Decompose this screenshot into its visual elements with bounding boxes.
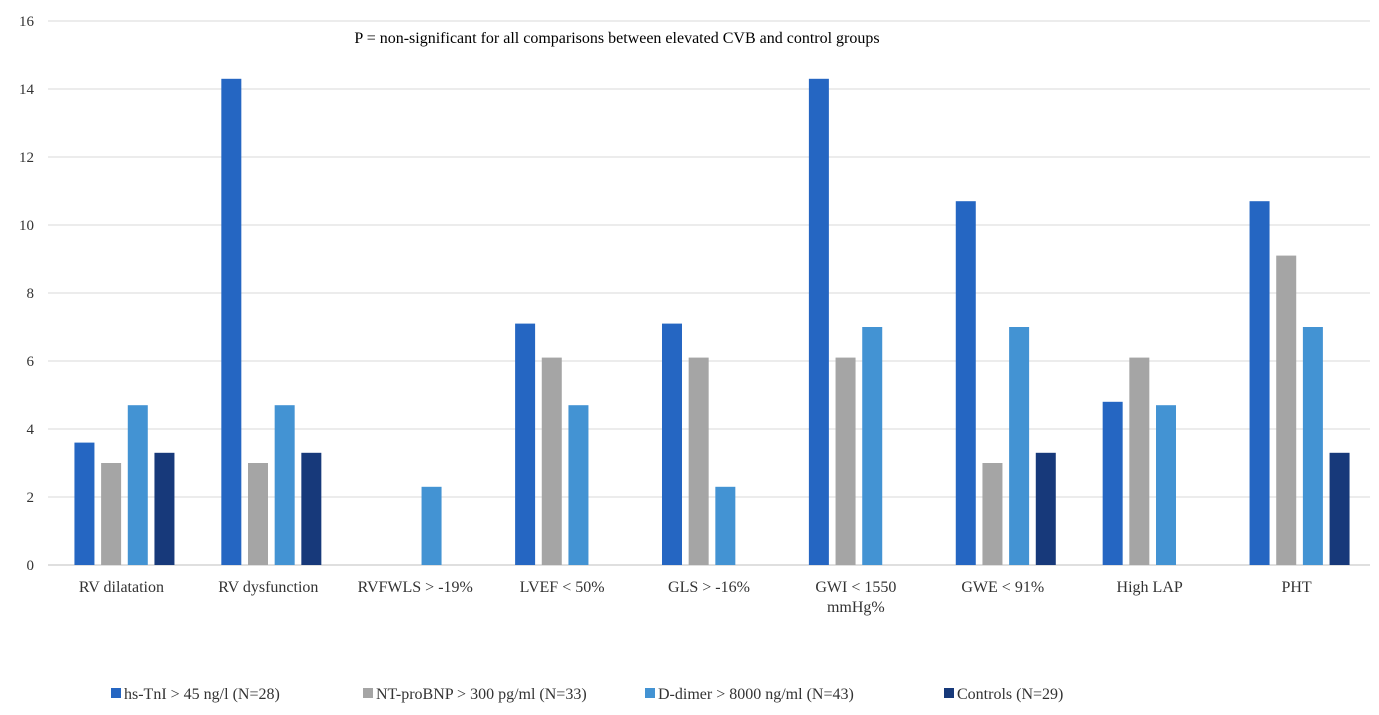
legend-swatch [944, 688, 954, 698]
category-label-line: RV dysfunction [218, 579, 318, 596]
y-axis-ticks: 0 2 4 6 8 10 12 14 16 [19, 14, 35, 574]
bar [541, 357, 562, 565]
category-label: GLS > -16% [668, 579, 750, 596]
category-label: GWI < 1550 mmHg% [815, 579, 896, 616]
category-label: LVEF < 50% [520, 579, 605, 596]
legend: hs-TnI > 45 ng/l (N=28) NT-proBNP > 300 p… [111, 686, 1063, 703]
y-tick-label: 4 [27, 422, 35, 438]
bar [1129, 357, 1150, 565]
bar [221, 78, 242, 566]
bar [101, 463, 122, 565]
y-tick-label: 0 [27, 558, 35, 574]
bar [982, 463, 1003, 565]
category-label-line: GWI < 1550 [815, 579, 896, 596]
y-tick-label: 12 [19, 150, 34, 166]
bar [715, 486, 736, 565]
y-tick-label: 8 [27, 286, 35, 302]
bar [127, 405, 148, 565]
y-tick-label: 10 [19, 218, 34, 234]
bar [835, 357, 856, 565]
bar [247, 463, 268, 565]
bar [1035, 452, 1056, 565]
x-axis-labels: RV dilatation RV dysfunction RVFWLS > -19%… [79, 579, 1312, 616]
bar [1302, 327, 1323, 565]
bar [421, 486, 442, 565]
category-label: RVFWLS > -19% [358, 579, 473, 596]
y-tick-label: 6 [27, 354, 35, 370]
bar [274, 405, 295, 565]
legend-label: NT-proBNP > 300 pg/ml (N=33) [376, 686, 587, 703]
bar [955, 201, 976, 565]
category-label: High LAP [1117, 579, 1183, 596]
y-tick-label: 14 [19, 82, 35, 98]
category-label-line: RV dilatation [79, 579, 164, 596]
y-tick-label: 2 [27, 490, 35, 506]
bar [862, 327, 883, 565]
category-label-line: RVFWLS > -19% [358, 579, 473, 596]
legend-swatch [111, 688, 121, 698]
bar [568, 405, 589, 565]
legend-label: Controls (N=29) [957, 686, 1063, 703]
bar [154, 452, 175, 565]
bar [1102, 401, 1123, 565]
y-tick-label: 16 [19, 14, 35, 30]
category-label-line: High LAP [1117, 579, 1183, 596]
category-label-line: PHT [1281, 579, 1311, 596]
bar [74, 442, 95, 565]
category-label: RV dilatation [79, 579, 164, 596]
bar [1249, 201, 1270, 565]
bar [1156, 405, 1177, 565]
legend-swatch [363, 688, 373, 698]
bar [301, 452, 322, 565]
category-label: PHT [1281, 579, 1311, 596]
bar [1329, 452, 1350, 565]
gridlines [48, 20, 1370, 566]
bar [808, 78, 829, 566]
bar [688, 357, 709, 565]
bars [74, 78, 1350, 566]
legend-label: D-dimer > 8000 ng/ml (N=43) [658, 686, 854, 703]
category-label: RV dysfunction [218, 579, 318, 596]
chart-annotation: P = non-significant for all comparisons … [354, 30, 879, 47]
category-label: GWE < 91% [961, 579, 1044, 596]
legend-swatch [645, 688, 655, 698]
bar [515, 323, 536, 565]
bar [1009, 327, 1030, 565]
bar [1276, 255, 1297, 565]
category-label-line: LVEF < 50% [520, 579, 605, 596]
category-label-line: mmHg% [827, 599, 885, 616]
category-label-line: GWE < 91% [961, 579, 1044, 596]
category-label-line: GLS > -16% [668, 579, 750, 596]
legend-label: hs-TnI > 45 ng/l (N=28) [124, 686, 280, 703]
bar [661, 323, 682, 565]
